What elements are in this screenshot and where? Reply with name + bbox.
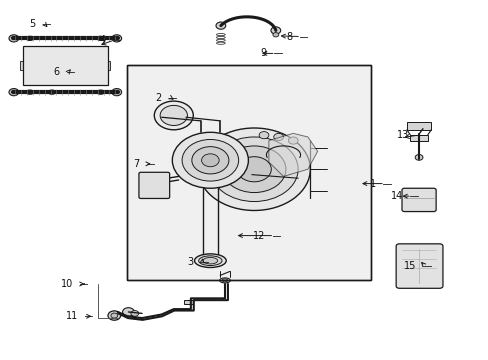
FancyBboxPatch shape <box>139 172 169 198</box>
Circle shape <box>142 193 146 196</box>
Circle shape <box>405 270 417 280</box>
Circle shape <box>182 139 238 181</box>
Circle shape <box>162 193 166 196</box>
Circle shape <box>142 175 146 178</box>
Circle shape <box>237 157 271 182</box>
Bar <box>22 45 108 85</box>
Circle shape <box>9 35 19 42</box>
Bar <box>406 122 430 130</box>
Circle shape <box>409 250 416 255</box>
Text: 12: 12 <box>253 231 265 240</box>
Ellipse shape <box>97 36 104 41</box>
Ellipse shape <box>222 279 227 282</box>
FancyBboxPatch shape <box>401 188 435 212</box>
Circle shape <box>74 76 80 80</box>
Circle shape <box>210 137 298 202</box>
Circle shape <box>78 56 103 75</box>
Text: 13: 13 <box>396 130 408 140</box>
Circle shape <box>423 263 431 269</box>
Bar <box>127 65 370 280</box>
Circle shape <box>191 147 228 174</box>
Circle shape <box>131 311 139 316</box>
Text: 14: 14 <box>390 191 402 201</box>
Circle shape <box>108 311 121 320</box>
Circle shape <box>112 89 122 96</box>
Circle shape <box>154 101 193 130</box>
Ellipse shape <box>194 254 226 267</box>
Bar <box>20 61 25 69</box>
Circle shape <box>419 199 429 206</box>
Bar <box>183 300 193 305</box>
Circle shape <box>53 56 78 75</box>
Circle shape <box>410 192 417 197</box>
Circle shape <box>288 137 298 144</box>
Text: 2: 2 <box>155 93 161 103</box>
Polygon shape <box>268 134 317 176</box>
Ellipse shape <box>26 90 34 94</box>
Circle shape <box>198 128 310 211</box>
Text: 8: 8 <box>285 32 292 41</box>
Circle shape <box>9 89 19 96</box>
Circle shape <box>414 154 422 160</box>
Circle shape <box>201 154 219 167</box>
Bar <box>105 61 110 69</box>
Ellipse shape <box>198 256 222 266</box>
FancyBboxPatch shape <box>395 244 442 288</box>
Circle shape <box>273 134 283 140</box>
Circle shape <box>50 50 56 55</box>
Ellipse shape <box>219 278 230 283</box>
Circle shape <box>222 146 285 193</box>
Circle shape <box>172 132 248 188</box>
Circle shape <box>407 189 420 199</box>
Text: 10: 10 <box>61 279 73 289</box>
Text: 5: 5 <box>29 19 36 29</box>
Ellipse shape <box>48 90 56 94</box>
Circle shape <box>25 76 31 80</box>
Text: 3: 3 <box>187 257 193 267</box>
Circle shape <box>99 76 104 80</box>
Text: 11: 11 <box>65 311 78 321</box>
Bar <box>127 65 370 280</box>
Text: 1: 1 <box>369 179 375 189</box>
Circle shape <box>122 308 134 316</box>
Text: 6: 6 <box>53 67 59 77</box>
Circle shape <box>74 50 80 55</box>
Circle shape <box>25 50 31 55</box>
Circle shape <box>216 22 225 29</box>
Text: 4: 4 <box>99 35 105 45</box>
Circle shape <box>27 56 52 75</box>
Ellipse shape <box>26 36 34 41</box>
Ellipse shape <box>203 257 217 264</box>
Circle shape <box>270 27 280 34</box>
Circle shape <box>259 132 268 139</box>
Circle shape <box>99 50 104 55</box>
Circle shape <box>418 260 436 273</box>
Circle shape <box>272 33 278 37</box>
Circle shape <box>111 313 118 318</box>
Circle shape <box>405 247 420 258</box>
Circle shape <box>112 35 122 42</box>
Ellipse shape <box>97 90 104 94</box>
Circle shape <box>162 175 166 178</box>
Circle shape <box>50 76 56 80</box>
Text: 7: 7 <box>133 159 140 169</box>
Circle shape <box>160 105 187 126</box>
Text: 15: 15 <box>403 261 415 271</box>
Bar <box>409 135 427 141</box>
Text: 9: 9 <box>260 48 266 58</box>
